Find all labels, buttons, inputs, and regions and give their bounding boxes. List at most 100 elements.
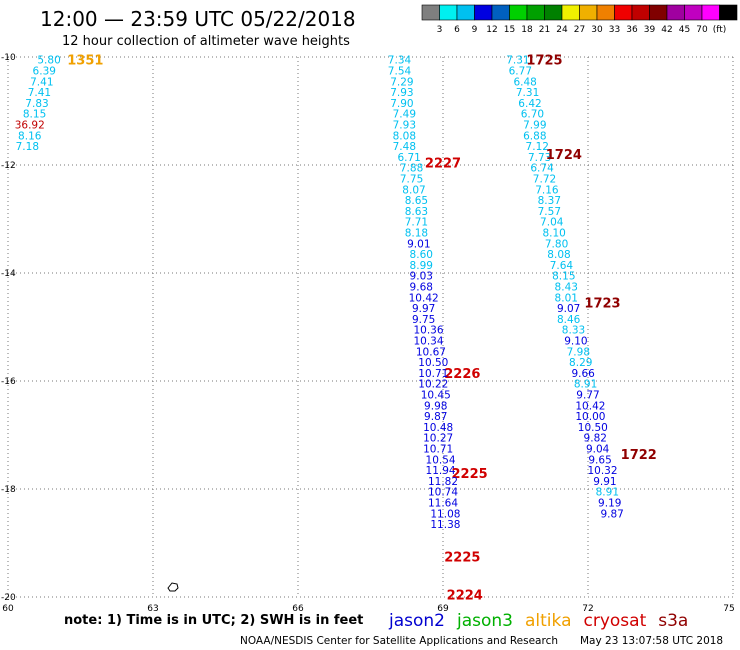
x-tick-label: 63 bbox=[147, 604, 158, 614]
pass-time-label: 2226 bbox=[444, 367, 480, 382]
island-shape bbox=[167, 582, 179, 592]
wave-height-point: 8.37 bbox=[538, 195, 561, 207]
legend-cryosat: cryosat bbox=[584, 611, 647, 631]
wave-height-point: 9.65 bbox=[588, 454, 611, 466]
color-scale-label: 27 bbox=[574, 25, 585, 35]
color-swatch bbox=[439, 4, 458, 21]
wave-height-point: 7.99 bbox=[523, 120, 546, 132]
wave-height-point: 7.64 bbox=[550, 260, 574, 272]
wave-height-point: 7.34 bbox=[388, 55, 412, 67]
color-scale-label: 12 bbox=[486, 25, 497, 35]
color-scale-label: 18 bbox=[521, 25, 533, 35]
wave-height-point: 10.36 bbox=[413, 325, 443, 337]
wave-height-point: 10.32 bbox=[587, 465, 617, 477]
wave-height-point: 7.48 bbox=[393, 141, 416, 153]
legend-jason2: jason2 bbox=[388, 611, 445, 631]
wave-height-point: 7.93 bbox=[393, 120, 416, 132]
wave-height-point: 6.88 bbox=[523, 130, 546, 142]
series-3: 10.3610.3410.6710.5010.7110.2210.459.989… bbox=[413, 325, 487, 482]
color-swatch bbox=[509, 4, 528, 21]
wave-height-point: 8.43 bbox=[555, 282, 578, 294]
series-2: 6.717.887.758.078.658.637.718.189.018.60… bbox=[397, 152, 480, 382]
wave-height-point: 8.33 bbox=[562, 325, 585, 337]
legend: jason2 jason3 altika cryosat s3a bbox=[388, 611, 688, 631]
wave-height-point: 9.10 bbox=[564, 336, 587, 348]
series-8: 9.078.468.339.107.988.299.668.919.7710.4… bbox=[557, 297, 621, 456]
wave-height-point: 8.08 bbox=[393, 130, 416, 142]
wave-height-point: 9.91 bbox=[593, 476, 616, 488]
wave-height-point: 6.48 bbox=[513, 76, 536, 88]
color-scale-label: 33 bbox=[609, 25, 620, 35]
wave-height-point: 7.12 bbox=[526, 141, 549, 153]
wave-height-point: 7.72 bbox=[533, 174, 556, 186]
color-scale-label: 39 bbox=[644, 25, 656, 35]
wave-height-point: 7.93 bbox=[390, 87, 413, 99]
color-scale-label: 9 bbox=[472, 25, 478, 35]
color-swatch bbox=[561, 4, 580, 21]
pass-time-label: 2227 bbox=[425, 156, 461, 171]
wave-height-point: 8.29 bbox=[569, 357, 592, 369]
wave-height-point: 11.82 bbox=[428, 476, 458, 488]
pass-time-label: 1351 bbox=[67, 54, 103, 69]
pass-time-label: 1725 bbox=[526, 54, 562, 69]
color-swatch bbox=[526, 4, 545, 21]
x-tick-labels: 60 63 66 69 72 75 bbox=[2, 604, 734, 614]
wave-height-point: 10.50 bbox=[578, 422, 608, 434]
wave-height-point: 8.91 bbox=[574, 379, 597, 391]
wave-height-point: 6.42 bbox=[518, 98, 541, 110]
wave-height-point: 9.01 bbox=[407, 238, 430, 250]
legend-s3a: s3a bbox=[658, 611, 688, 631]
wave-height-point: 7.31 bbox=[516, 87, 539, 99]
wave-height-point: 7.73 bbox=[528, 152, 551, 164]
wave-height-point: 10.48 bbox=[423, 422, 453, 434]
x-tick-label: 75 bbox=[723, 604, 734, 614]
wave-height-point: 6.70 bbox=[521, 109, 544, 121]
color-scale-label: 42 bbox=[661, 25, 672, 35]
color-swatch bbox=[614, 4, 633, 21]
wave-height-point: 6.39 bbox=[33, 66, 56, 78]
wave-height-point: 7.90 bbox=[390, 98, 413, 110]
wave-height-point: 8.60 bbox=[410, 249, 433, 261]
x-tick-label: 72 bbox=[582, 604, 593, 614]
wave-height-point: 10.00 bbox=[575, 411, 605, 423]
wave-height-point: 9.04 bbox=[586, 444, 610, 456]
y-tick-label: -12 bbox=[1, 161, 16, 171]
wave-height-point: 11.38 bbox=[430, 519, 460, 531]
color-swatch bbox=[631, 4, 650, 21]
wave-height-point: 8.01 bbox=[555, 292, 578, 304]
wave-height-point: 7.88 bbox=[400, 163, 423, 175]
wave-height-point: 10.74 bbox=[428, 487, 458, 499]
wave-height-point: 8.08 bbox=[547, 249, 570, 261]
wave-height-point: 10.42 bbox=[409, 292, 439, 304]
series-0: 5.806.397.417.417.838.1536.928.167.18135… bbox=[15, 54, 104, 153]
y-tick-label: -10 bbox=[1, 53, 16, 63]
pass-time-label: 2224 bbox=[447, 588, 483, 603]
wave-height-point: 9.87 bbox=[600, 508, 623, 520]
wave-height-point: 11.64 bbox=[428, 498, 458, 510]
color-swatch bbox=[596, 4, 615, 21]
series-7: 7.127.736.747.727.168.377.577.048.107.80… bbox=[526, 141, 582, 304]
wave-height-point: 10.22 bbox=[418, 379, 448, 391]
wave-height-point: 10.71 bbox=[423, 444, 453, 456]
color-scale-label: 6 bbox=[454, 25, 460, 35]
wave-height-point: 8.46 bbox=[557, 314, 581, 326]
wave-height-point: 7.41 bbox=[30, 76, 53, 88]
wave-height-point: 10.27 bbox=[423, 433, 453, 445]
wave-height-point: 7.41 bbox=[28, 87, 51, 99]
wave-height-point: 7.83 bbox=[25, 98, 48, 110]
x-tick-label: 60 bbox=[2, 604, 14, 614]
y-tick-label: -16 bbox=[1, 377, 16, 387]
wave-height-point: 7.49 bbox=[393, 109, 416, 121]
wave-height-point: 8.99 bbox=[410, 260, 433, 272]
color-swatch bbox=[684, 4, 703, 21]
color-scale-label: 36 bbox=[626, 25, 638, 35]
y-tick-labels: -10 -12 -14 -16 -18 -20 bbox=[1, 53, 16, 603]
wave-height-point: 9.66 bbox=[571, 368, 595, 380]
wave-height-point: 7.75 bbox=[400, 174, 423, 186]
color-scale-label: 15 bbox=[504, 25, 515, 35]
wave-height-point: 7.04 bbox=[540, 217, 564, 229]
wave-height-point: 9.82 bbox=[584, 433, 607, 445]
x-tick-label: 66 bbox=[292, 604, 304, 614]
